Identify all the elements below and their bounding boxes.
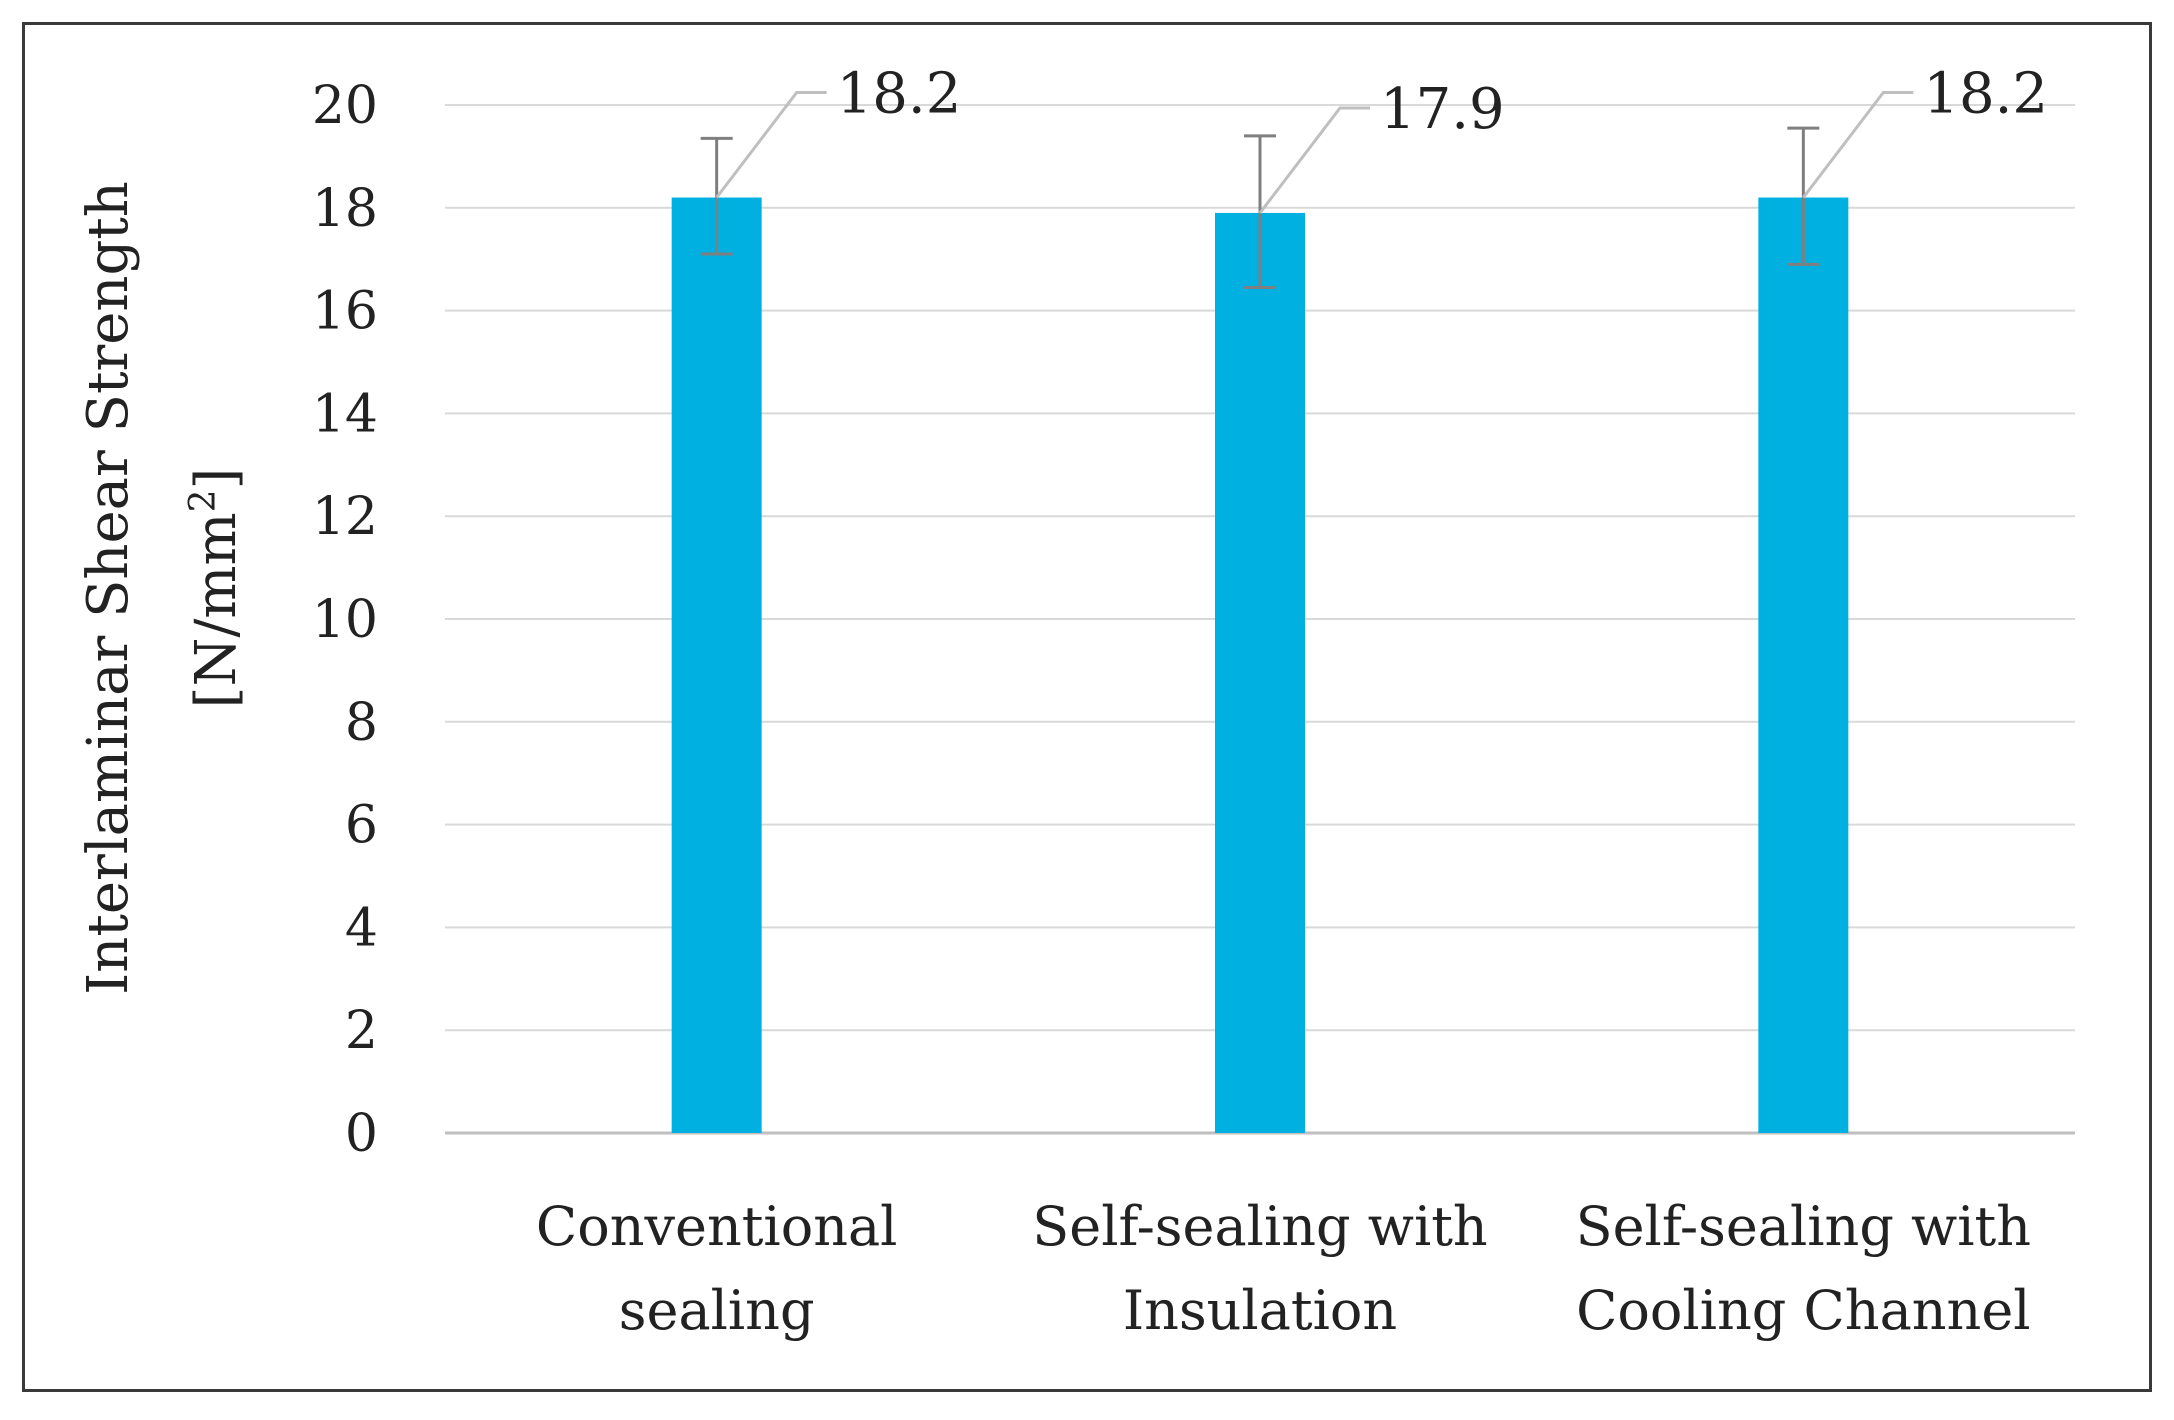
data-label-2: 18.2 (1923, 62, 2048, 127)
y-tick-label: 2 (345, 1001, 378, 1061)
data-labels: 18.2 17.9 18.2 (715, 62, 2048, 214)
x-category-label: Conventional (536, 1195, 898, 1258)
y-tick-label: 12 (312, 487, 378, 547)
bar-2 (1758, 197, 1849, 1133)
leader-line-1 (1258, 106, 1370, 214)
y-axis-ticks: 0 2 4 6 8 10 12 14 16 18 20 (312, 76, 378, 1164)
y-axis-title: Interlaminar Shear Strength [N/mm2] (76, 181, 249, 995)
x-category-label: Self-sealing with (1032, 1195, 1487, 1258)
x-category-label: sealing (619, 1279, 815, 1342)
bar-0 (671, 197, 762, 1133)
y-tick-label: 6 (345, 796, 378, 856)
y-tick-label: 4 (345, 898, 378, 958)
y-axis-unit-sup: 2 (183, 490, 224, 513)
y-tick-label: 14 (312, 384, 378, 444)
y-axis-unit-close: ] (184, 468, 249, 490)
y-axis-title-line1: Interlaminar Shear Strength (76, 181, 141, 995)
leader-line-2 (1802, 91, 1914, 199)
bars (671, 197, 1849, 1133)
y-tick-label: 10 (312, 590, 378, 650)
x-category-label: Self-sealing with (1576, 1195, 2031, 1258)
x-category-label: Cooling Channel (1576, 1279, 2030, 1342)
data-label-0: 18.2 (837, 62, 962, 127)
y-axis-title-line2: [N/mm2] (183, 468, 250, 709)
bar-1 (1215, 212, 1305, 1133)
leader-line-0 (715, 91, 827, 199)
y-axis-unit: [N/mm (184, 512, 249, 708)
y-tick-label: 16 (312, 282, 378, 342)
data-label-1: 17.9 (1380, 77, 1505, 142)
x-axis-categories: Conventional sealing Self-sealing with Insu… (536, 1195, 2031, 1342)
y-tick-label: 0 (345, 1104, 378, 1164)
y-tick-label: 8 (345, 693, 378, 753)
x-category-label: Insulation (1123, 1279, 1397, 1342)
y-tick-label: 18 (312, 179, 378, 239)
y-tick-label: 20 (312, 76, 378, 136)
